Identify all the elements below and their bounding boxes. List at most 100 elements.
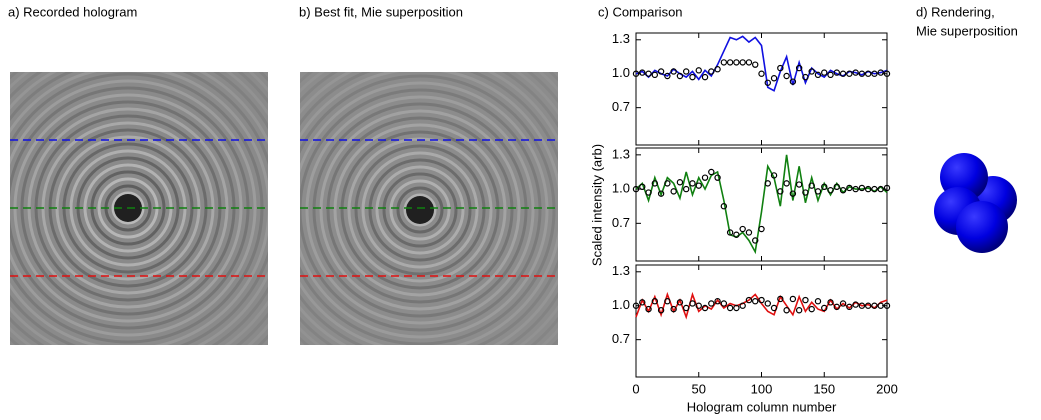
- fit-point: [733, 304, 740, 312]
- fit-point: [764, 300, 771, 307]
- fit-point: [814, 298, 822, 305]
- fit-point: [858, 70, 866, 77]
- fit-point: [714, 66, 721, 73]
- ring: [361, 151, 479, 269]
- fit-point: [883, 302, 891, 309]
- data-line: [635, 35, 888, 92]
- fit-point: [720, 300, 728, 307]
- fit-point: [795, 307, 803, 314]
- fit-point: [871, 185, 878, 193]
- fit-point: [657, 307, 665, 314]
- ring: [333, 123, 507, 297]
- y-tick-label: 1.0: [612, 65, 630, 80]
- fit-point: [883, 70, 891, 77]
- fit-point: [789, 295, 797, 303]
- fit-point: [814, 188, 822, 195]
- plot-frame: [635, 264, 888, 378]
- fit-point: [777, 188, 784, 195]
- fit-point: [802, 189, 809, 196]
- fit-point: [752, 298, 759, 305]
- plot-frame: [635, 147, 888, 262]
- fit-point: [846, 303, 853, 311]
- ring: [312, 102, 528, 318]
- fit-point: [752, 61, 759, 68]
- ring: [305, 95, 535, 325]
- fit-point: [839, 70, 847, 77]
- panel-title: a) Recorded hologram: [8, 4, 137, 19]
- fit-point: [764, 180, 771, 187]
- fit-point: [645, 305, 652, 313]
- fit-point: [676, 299, 684, 306]
- fit-point: [864, 70, 872, 77]
- fit-point: [758, 70, 765, 77]
- y-tick-label: 1.0: [612, 297, 630, 312]
- fit-point: [733, 59, 740, 66]
- ring: [300, 88, 542, 332]
- fit-image: [300, 72, 558, 345]
- fit-point: [758, 225, 765, 233]
- fit-point: [645, 70, 652, 77]
- fit-point: [839, 187, 847, 194]
- fit-point: [664, 72, 671, 80]
- x-tick-label: 200: [876, 381, 898, 396]
- ring: [300, 81, 549, 339]
- fit-point: [651, 71, 659, 79]
- fit-point: [726, 304, 734, 312]
- fit-point: [745, 296, 753, 304]
- fit-point: [739, 59, 746, 66]
- fit-point: [683, 185, 690, 193]
- fit-point: [695, 67, 702, 74]
- fit-point: [708, 168, 715, 176]
- fit-point: [871, 302, 878, 309]
- fit-point: [714, 174, 721, 181]
- fit-point: [852, 69, 859, 76]
- ring: [403, 193, 437, 227]
- fit-point: [676, 72, 684, 80]
- ring: [10, 79, 257, 337]
- ring: [382, 172, 458, 248]
- x-tick-label: 0: [632, 381, 639, 396]
- fit-point: [689, 180, 696, 187]
- fit-point: [720, 59, 728, 66]
- fit-point: [858, 184, 866, 192]
- fit-point: [783, 180, 790, 187]
- fit-point: [846, 70, 853, 77]
- ring: [368, 158, 472, 262]
- ring: [375, 165, 465, 255]
- fit-point: [802, 296, 809, 304]
- fit-point: [683, 68, 690, 75]
- fit-point: [783, 307, 790, 314]
- fit-point: [726, 59, 734, 66]
- x-tick-label: 50: [692, 381, 706, 396]
- fit-point: [651, 180, 659, 187]
- data-line: [635, 154, 888, 255]
- fit-point: [846, 184, 853, 192]
- ring: [319, 109, 521, 311]
- fit-point: [802, 73, 809, 81]
- y-tick-label: 0.7: [612, 215, 630, 230]
- ring: [389, 179, 451, 241]
- fit-point: [770, 75, 778, 82]
- chart-title: c) Comparison: [598, 4, 683, 19]
- fit-point: [833, 69, 841, 76]
- fit-point: [783, 72, 790, 80]
- fit-point: [770, 172, 778, 179]
- fit-point: [739, 225, 746, 233]
- y-axis-label: Scaled intensity (arb): [589, 144, 604, 266]
- y-tick-label: 0.7: [612, 331, 630, 346]
- fit-point: [689, 300, 696, 307]
- x-tick-label: 100: [751, 381, 773, 396]
- fit-point: [632, 185, 640, 193]
- core: [406, 196, 434, 224]
- fit-point: [833, 183, 841, 191]
- fit-point: [639, 69, 646, 76]
- fit-point: [689, 73, 696, 81]
- fit-point: [701, 73, 709, 81]
- fit-point: [833, 303, 841, 311]
- fit-point: [670, 68, 677, 75]
- y-tick-label: 1.0: [612, 181, 630, 196]
- fit-point: [745, 59, 753, 66]
- fit-point: [632, 302, 640, 309]
- fit-point: [827, 299, 834, 306]
